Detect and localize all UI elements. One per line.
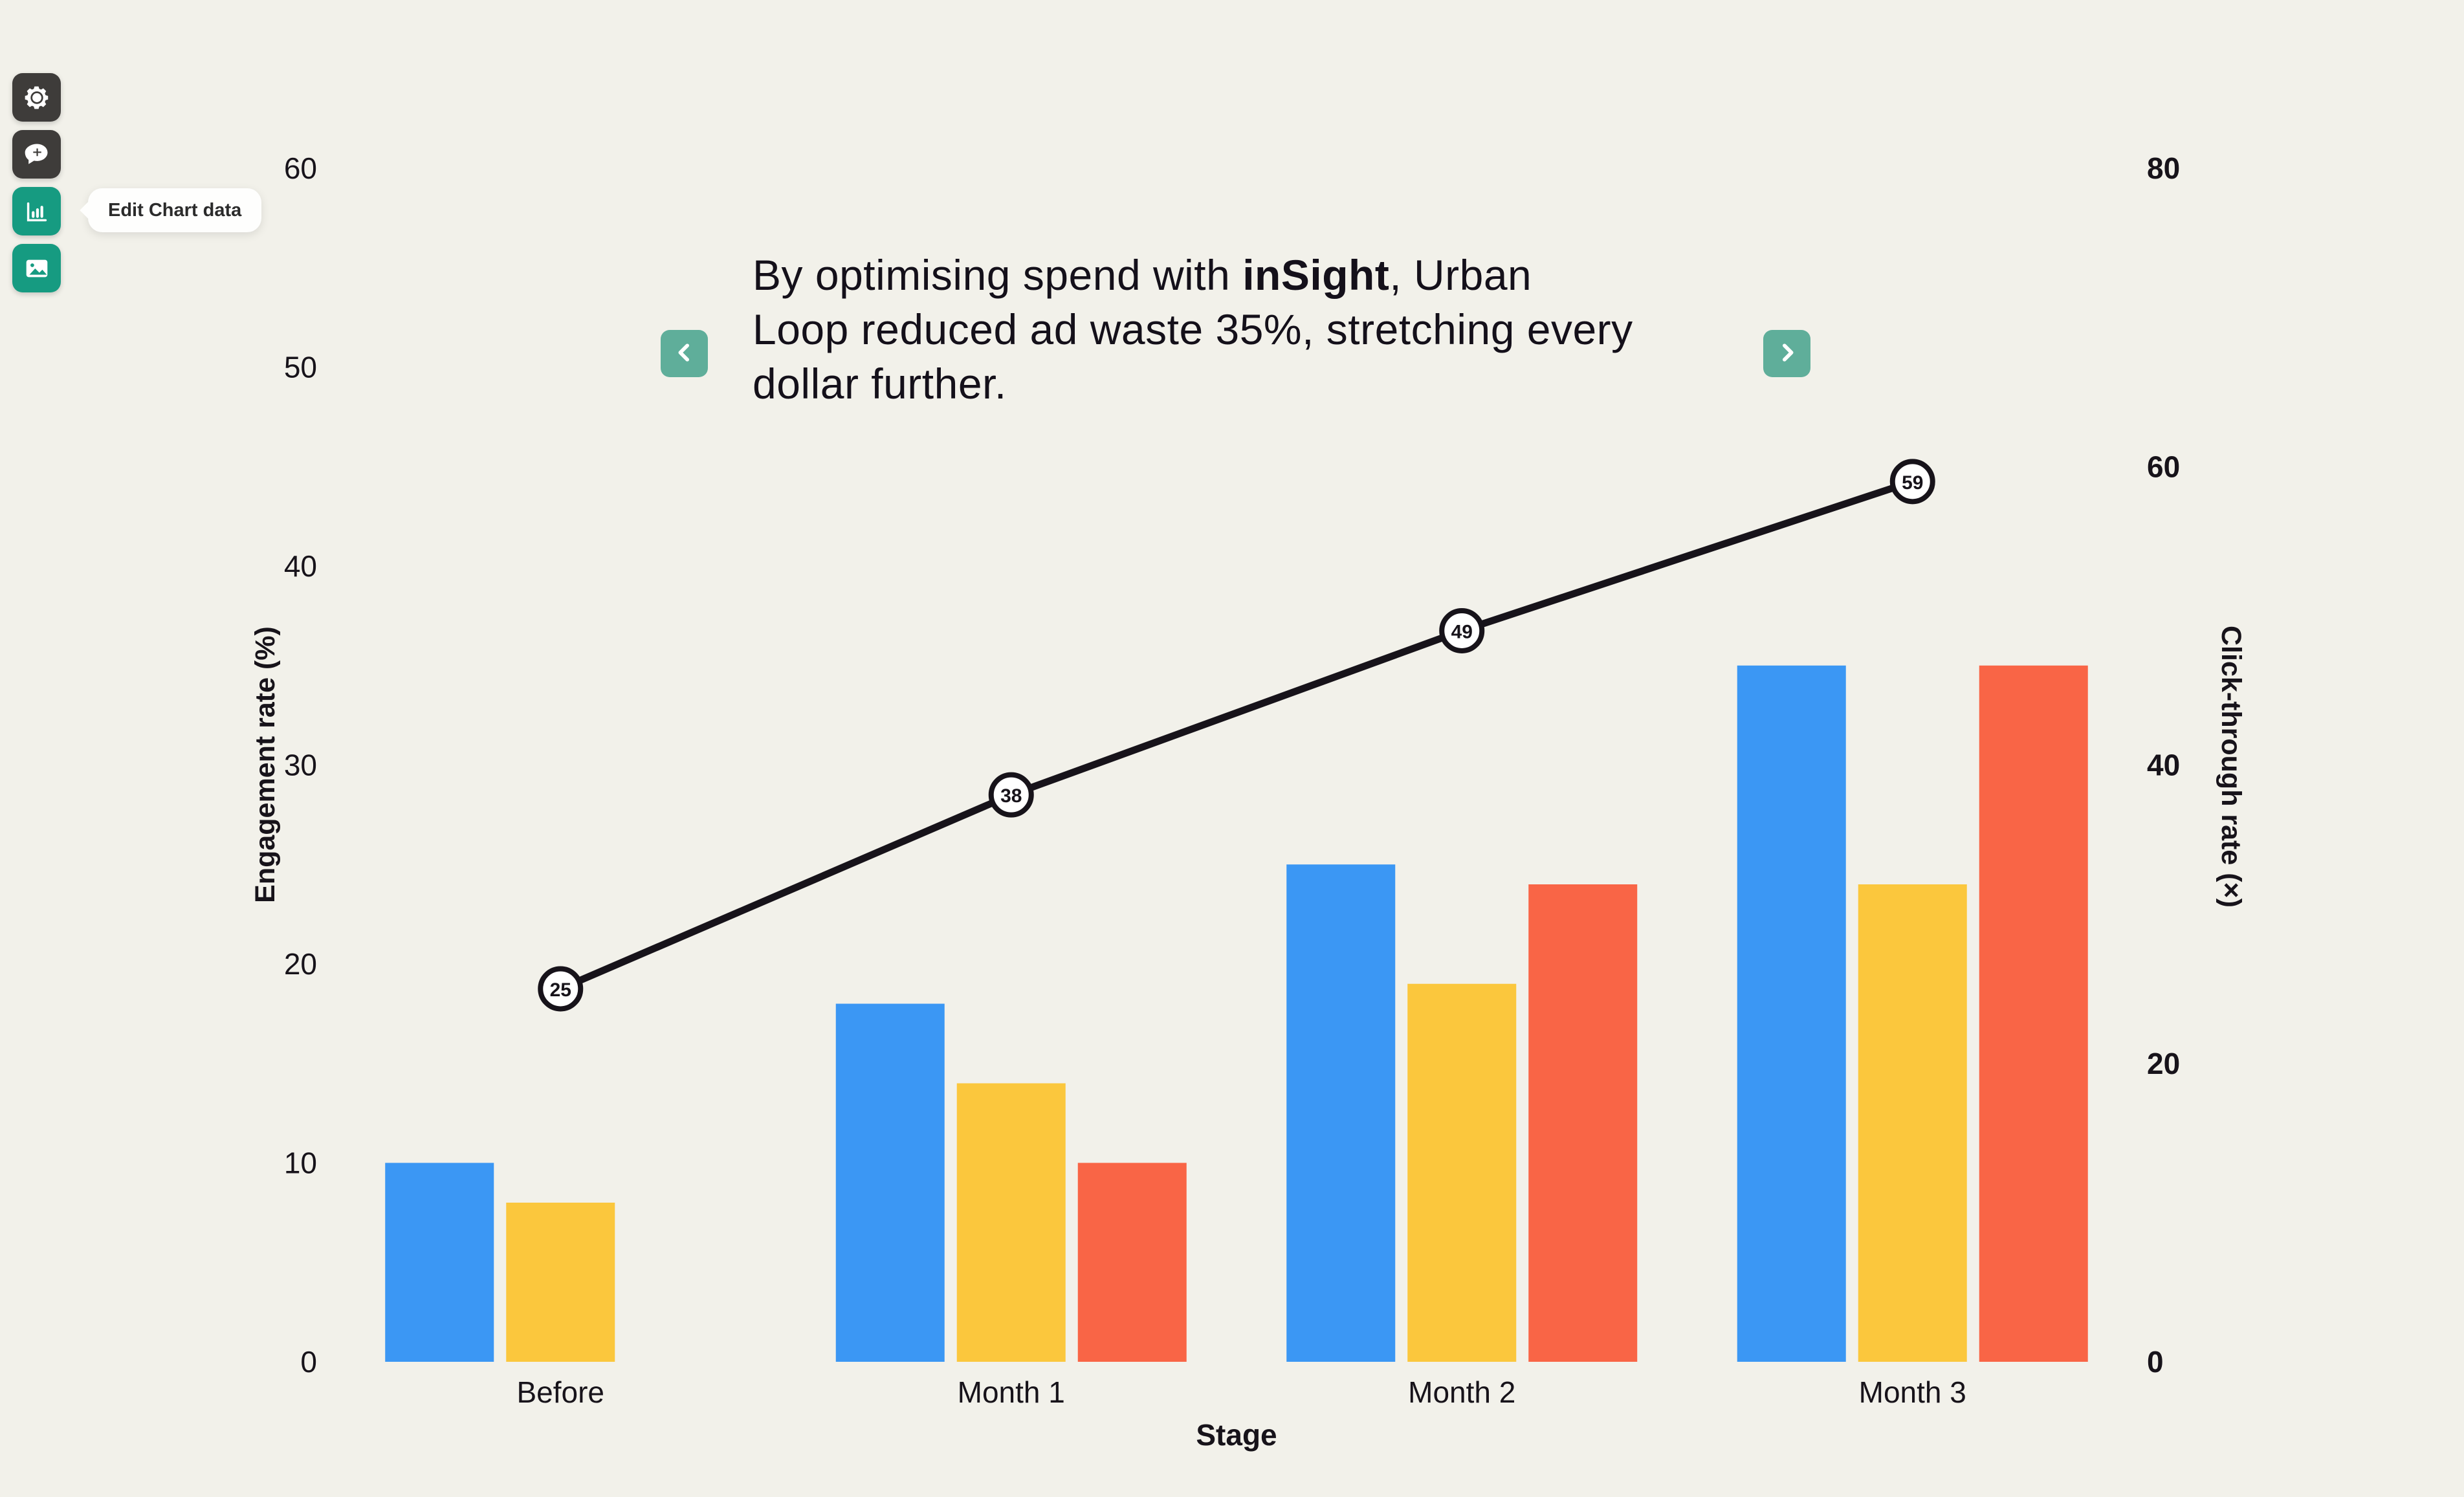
trend-line-label-month-1: 38 — [1000, 785, 1022, 807]
floating-toolbar — [12, 73, 61, 292]
edit-image-button[interactable] — [12, 244, 61, 292]
gear-icon — [23, 83, 51, 112]
red-bars-month-2[interactable] — [1528, 884, 1638, 1362]
trend-line-point-month-2[interactable] — [1439, 607, 1485, 653]
settings-button[interactable] — [12, 73, 61, 122]
bar-chart-icon — [22, 197, 52, 226]
blue-bars-month-1[interactable] — [835, 1003, 945, 1362]
yellow-bars-before[interactable] — [506, 1203, 615, 1362]
y-left-tick-30: 30 — [284, 748, 317, 782]
edit-chart-data-button[interactable] — [12, 187, 61, 235]
comment-plus-icon — [23, 140, 51, 169]
slide-title[interactable]: By optimising spend with inSight, Urban … — [753, 248, 1762, 411]
trend-line-point-month-1[interactable] — [988, 772, 1034, 818]
trend-line — [556, 477, 1917, 992]
edit-chart-data-tooltip: Edit Chart data — [88, 188, 262, 232]
trend-line-label-month-2: 49 — [1451, 621, 1473, 642]
title-line-1: By optimising spend with inSight, Urban — [753, 251, 1532, 299]
y-left-tick-60: 60 — [284, 151, 317, 185]
blue-bars-month-2[interactable] — [1286, 864, 1396, 1362]
y-left-tick-20: 20 — [284, 947, 317, 981]
trend-line-point-month-3[interactable] — [1889, 459, 1935, 505]
yellow-bars-month-3[interactable] — [1858, 884, 1967, 1362]
x-tick-month-2: Month 2 — [1408, 1375, 1515, 1409]
x-axis-title: Stage — [1196, 1418, 1277, 1452]
y-right-tick-80: 80 — [2147, 151, 2180, 185]
y-right-tick-40: 40 — [2147, 748, 2180, 782]
title-line-2: Loop reduced ad waste 35%, stretching ev… — [753, 305, 1633, 353]
yellow-bars-month-2[interactable] — [1407, 983, 1517, 1362]
image-icon — [22, 254, 52, 283]
x-tick-before: Before — [516, 1375, 604, 1409]
tooltip-label: Edit Chart data — [108, 199, 242, 221]
y-right-tick-0: 0 — [2147, 1345, 2164, 1379]
y-right-tick-60: 60 — [2147, 450, 2180, 483]
red-bars-month-3[interactable] — [1979, 665, 2088, 1362]
trend-line-label-before: 25 — [550, 979, 571, 1001]
y-left-tick-40: 40 — [284, 549, 317, 583]
chevron-left-icon — [672, 340, 698, 367]
y-right-tick-20: 20 — [2147, 1047, 2180, 1080]
chevron-right-icon — [1774, 340, 1800, 367]
blue-bars-month-3[interactable] — [1737, 665, 1846, 1362]
red-bars-month-1[interactable] — [1077, 1163, 1187, 1362]
brand-name: inSight — [1242, 251, 1390, 299]
y-right-axis-title: Click-through rate (×) — [2216, 626, 2247, 908]
y-left-tick-50: 50 — [284, 351, 317, 384]
y-left-axis-title: Engagement rate (%) — [250, 626, 281, 903]
trend-line-label-month-3: 59 — [1902, 472, 1923, 494]
y-left-tick-10: 10 — [284, 1146, 317, 1180]
x-tick-month-1: Month 1 — [958, 1375, 1065, 1409]
y-left-tick-0: 0 — [300, 1345, 317, 1379]
next-slide-button[interactable] — [1763, 330, 1810, 377]
x-tick-month-3: Month 3 — [1859, 1375, 1966, 1409]
title-line-3: dollar further. — [753, 360, 1007, 408]
yellow-bars-month-1[interactable] — [956, 1083, 1066, 1362]
blue-bars-before[interactable] — [385, 1163, 494, 1362]
trend-line-point-before[interactable] — [538, 966, 584, 1012]
previous-slide-button[interactable] — [661, 330, 708, 377]
add-comment-button[interactable] — [12, 130, 61, 179]
